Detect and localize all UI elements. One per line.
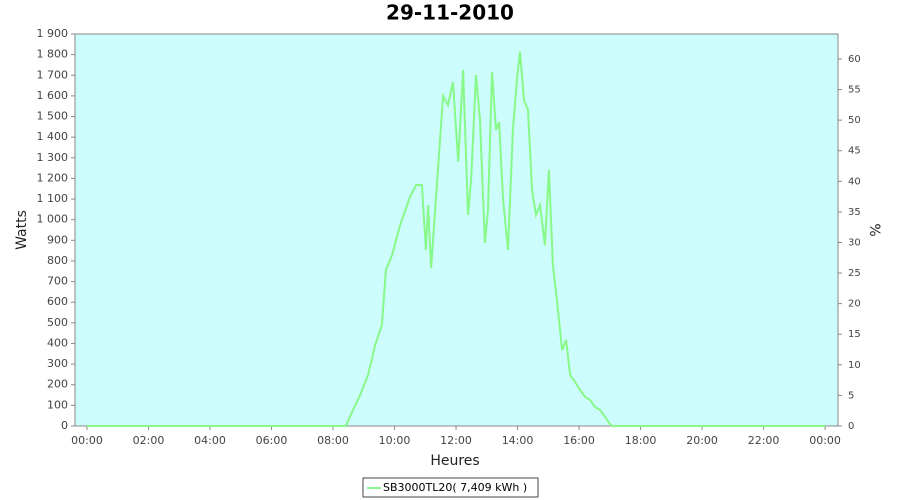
y-tick-label: 1 600 [37,89,69,102]
y-tick-label: 700 [47,275,68,288]
x-tick-label: 00:00 [71,434,103,447]
y-tick-label: 1 400 [37,130,69,143]
y-tick-label: 900 [47,233,68,246]
y2-tick-label: 55 [848,85,861,96]
y2-tick-label: 40 [848,176,861,187]
x-tick-label: 20:00 [686,434,718,447]
y2-tick-label: 35 [848,207,861,218]
x-tick-label: 04:00 [194,434,226,447]
chart-title: 29-11-2010 [386,1,514,25]
y-tick-label: 100 [47,398,68,411]
y-tick-label: 600 [47,295,68,308]
y-tick-label: 400 [47,336,68,349]
y2-tick-label: 50 [848,115,861,126]
y-tick-label: 800 [47,254,68,267]
y2-tick-label: 60 [848,54,861,65]
y-tick-label: 1 800 [37,48,69,61]
y-tick-label: 1 200 [37,171,69,184]
legend-label: SB3000TL20( 7,409 kWh ) [383,481,527,494]
y2-tick-label: 20 [848,299,861,310]
x-tick-label: 22:00 [748,434,780,447]
y-tick-label: 1 300 [37,151,69,164]
y2-axis-title: % [866,223,882,236]
plot-area [74,33,839,427]
x-tick-label: 06:00 [256,434,288,447]
x-tick-label: 16:00 [563,434,595,447]
series-line [87,51,826,427]
y-tick-label: 1 500 [37,110,69,123]
y2-tick-label: 0 [848,421,854,432]
y-tick-label: 200 [47,378,68,391]
y-tick-label: 1 900 [37,27,69,40]
y-tick-label: 500 [47,316,68,329]
y2-tick-label: 15 [848,329,861,340]
y-tick-label: 300 [47,357,68,370]
y2-tick-label: 10 [848,360,861,371]
x-tick-label: 08:00 [317,434,349,447]
y2-tick-label: 30 [848,237,861,248]
x-tick-label: 14:00 [502,434,534,447]
y2-tick-label: 5 [848,390,854,401]
y2-tick-label: 45 [848,146,861,157]
y-tick-label: 0 [61,419,68,432]
x-tick-label: 18:00 [625,434,657,447]
legend-box [362,477,539,498]
x-tick-label: 12:00 [440,434,472,447]
x-tick-label: 10:00 [379,434,411,447]
x-axis-title: Heures [430,453,479,469]
y-tick-label: 1 000 [37,213,69,226]
x-tick-label: 00:00 [809,434,841,447]
y-axis-title: Watts [14,210,30,250]
y-tick-label: 1 700 [37,68,69,81]
y2-tick-label: 25 [848,268,861,279]
y-tick-label: 1 100 [37,192,69,205]
x-tick-label: 02:00 [133,434,165,447]
